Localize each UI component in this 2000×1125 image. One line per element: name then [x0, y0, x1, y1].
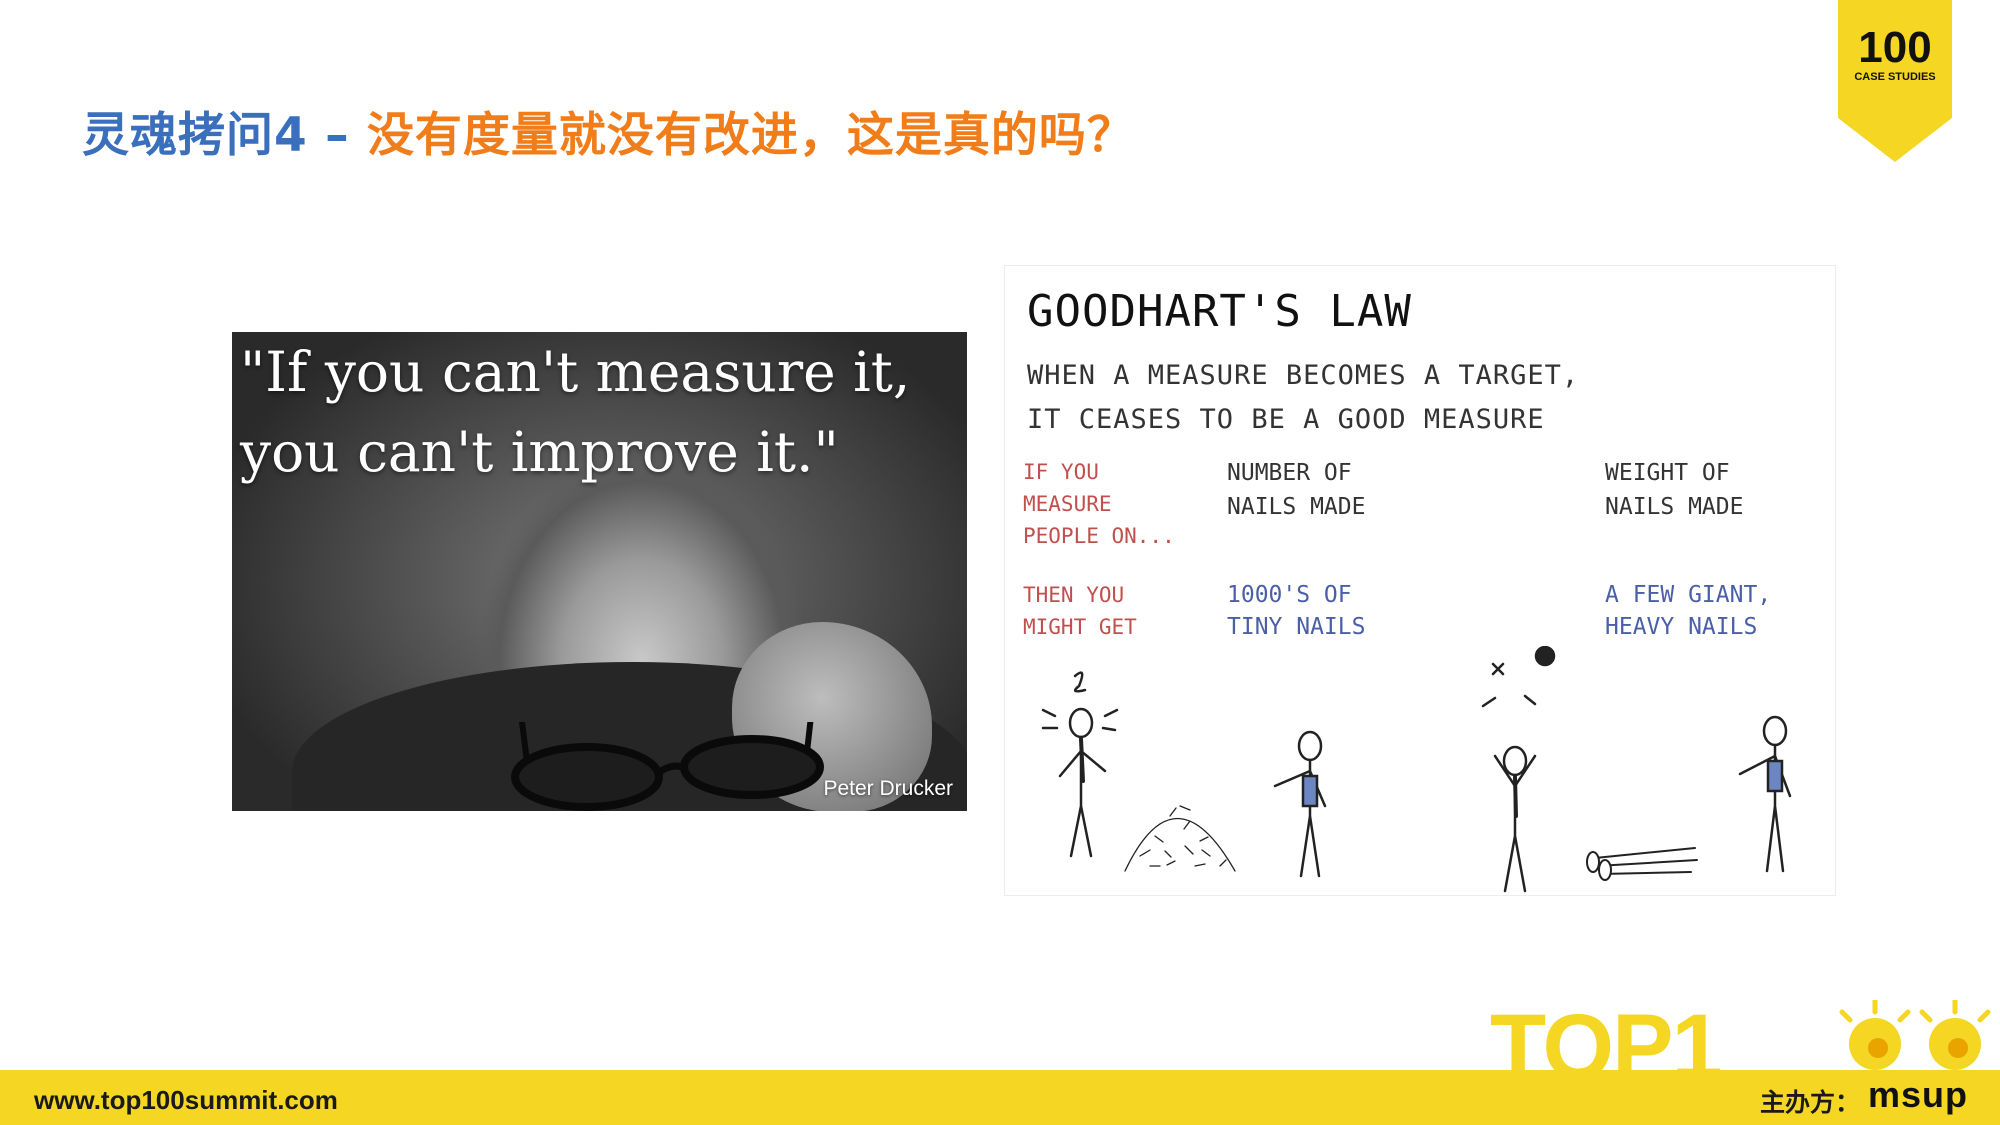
row1-label-line: IF YOU	[1023, 460, 1099, 484]
tiny-nails-pile	[1124, 805, 1236, 872]
row2-label-line: THEN YOU	[1023, 583, 1125, 607]
row2-col1-line: TINY NAILS	[1227, 614, 1366, 640]
goodharts-law-sketch: GOODHART'S LAW WHEN A MEASURE BECOMES A …	[1004, 265, 1836, 896]
sketch-subtitle-line-1: WHEN A MEASURE BECOMES A TARGET,	[1027, 360, 1580, 391]
sketch-title: GOODHART'S LAW	[1027, 286, 1412, 337]
row2-label-line: MIGHT GET	[1023, 615, 1137, 639]
quote-author: Peter Drucker	[823, 777, 953, 800]
quote-text: "If you can't measure it, you can't impr…	[240, 332, 910, 492]
sketch-illustration	[1041, 646, 1792, 893]
row1-col2-line: WEIGHT OF	[1605, 460, 1730, 486]
footer-url[interactable]: www.top100summit.com	[34, 1085, 338, 1115]
row2-label: THEN YOU MIGHT GET	[1023, 579, 1137, 643]
badge-subtitle: CASE STUDIES	[1854, 71, 1935, 83]
sketch-subtitle-line-2: IT CEASES TO BE A GOOD MEASURE	[1027, 404, 1545, 435]
row1-col1-line: NUMBER OF	[1227, 460, 1352, 486]
row1-col2-line: NAILS MADE	[1605, 494, 1744, 520]
row2-col2: A FEW GIANT, HEAVY NAILS	[1605, 579, 1771, 643]
row1-label-line: PEOPLE ON...	[1023, 524, 1175, 548]
row1-label-line: MEASURE	[1023, 492, 1112, 516]
quote-line-1: "If you can't measure it,	[240, 340, 911, 404]
page-title: 灵魂拷问4 – 没有度量就没有改进，这是真的吗？	[82, 96, 1135, 165]
eyes-icon	[1839, 1000, 1991, 1070]
worker-figure-2	[1481, 646, 1556, 893]
glasses-icon	[511, 722, 824, 811]
manager-figure-2	[1738, 715, 1792, 873]
row2-col1-line: 1000'S OF	[1227, 582, 1352, 608]
sketch-subtitle: WHEN A MEASURE BECOMES A TARGET, IT CEAS…	[1027, 354, 1579, 442]
organizer-label: 主办方：	[1760, 1088, 1861, 1117]
giant-nails	[1586, 847, 1698, 881]
manager-figure-1	[1273, 730, 1327, 878]
row2-col2-line: HEAVY NAILS	[1605, 614, 1758, 640]
quote-line-2: you can't improve it."	[240, 420, 839, 484]
row2-col2-line: A FEW GIANT,	[1605, 582, 1772, 608]
row2-col1: 1000'S OF TINY NAILS	[1227, 579, 1365, 643]
worker-figure-1	[1041, 671, 1119, 858]
title-question: 没有度量就没有改进，这是真的吗？	[366, 108, 1135, 163]
title-prefix: 灵魂拷问4 –	[82, 108, 367, 163]
msup-logo: msup	[1868, 1074, 1969, 1115]
case-studies-badge: 100 CASE STUDIES	[1838, 0, 1952, 162]
row1-col2: WEIGHT OF NAILS MADE	[1605, 456, 1743, 524]
row1-col1-line: NAILS MADE	[1227, 494, 1366, 520]
drucker-quote-image: "If you can't measure it, you can't impr…	[232, 332, 967, 811]
footer-bar	[0, 1070, 2000, 1125]
row1-label: IF YOU MEASURE PEOPLE ON...	[1023, 456, 1175, 552]
row1-col1: NUMBER OF NAILS MADE	[1227, 456, 1365, 524]
badge-number: 100	[1858, 23, 1931, 72]
